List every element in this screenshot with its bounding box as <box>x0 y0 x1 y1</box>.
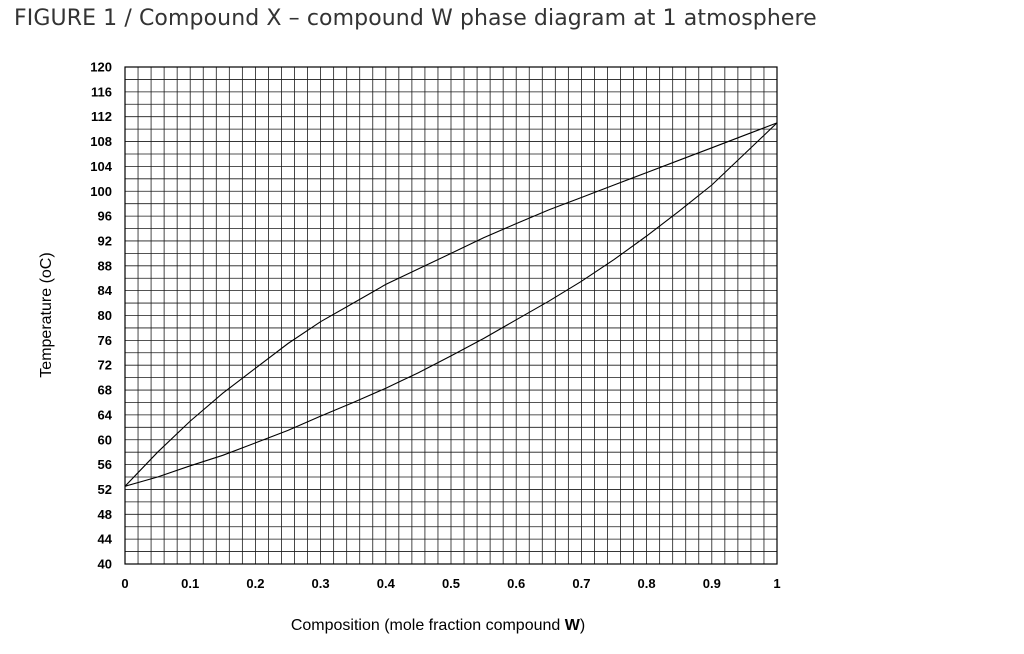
y-tick-label: 96 <box>98 209 112 224</box>
y-tick-label: 80 <box>98 308 112 323</box>
y-tick-label: 104 <box>90 159 112 174</box>
grid <box>124 66 778 565</box>
y-tick-label: 44 <box>98 532 113 547</box>
y-tick-label: 60 <box>98 432 112 447</box>
x-tick-label: 0.5 <box>442 576 460 591</box>
y-tick-label: 84 <box>98 283 113 298</box>
figure-title: FIGURE 1 / Compound X – compound W phase… <box>14 6 817 31</box>
y-tick-label: 116 <box>91 84 112 99</box>
series-lines <box>124 122 778 487</box>
series-line-1 <box>124 122 778 487</box>
y-tick-label: 88 <box>98 258 112 273</box>
plot-frame <box>124 66 778 565</box>
x-tick-label: 1 <box>773 576 780 591</box>
y-tick-label: 72 <box>98 358 112 373</box>
y-tick-label: 100 <box>90 184 112 199</box>
y-tick-label: 76 <box>98 333 112 348</box>
y-tick-label: 120 <box>90 60 112 75</box>
x-tick-label: 0.1 <box>181 576 199 591</box>
y-tick-label: 68 <box>98 383 112 398</box>
y-tick-label: 48 <box>98 507 112 522</box>
x-tick-labels: 0 0.1 0.2 0.3 0.4 0.5 0.6 0.7 0.8 0.9 1 <box>121 576 780 591</box>
y-tick-label: 64 <box>98 407 113 422</box>
y-tick-label: 108 <box>90 134 112 149</box>
x-tick-label: 0.6 <box>507 576 525 591</box>
y-tick-label: 112 <box>91 109 112 124</box>
y-axis-label: Temperature (oC) <box>38 252 55 377</box>
y-tick-label: 56 <box>98 457 112 472</box>
y-tick-label: 52 <box>98 482 112 497</box>
x-tick-label: 0.3 <box>312 576 330 591</box>
x-tick-label: 0.9 <box>703 576 721 591</box>
y-tick-label: 92 <box>98 233 112 248</box>
y-tick-label: 40 <box>98 557 112 572</box>
x-tick-label: 0 <box>121 576 128 591</box>
x-tick-label: 0.7 <box>572 576 590 591</box>
x-tick-label: 0.4 <box>377 576 396 591</box>
x-tick-label: 0.2 <box>246 576 264 591</box>
y-tick-labels: 40 44 48 52 56 60 64 68 72 76 80 84 88 92 96 100 104 108 1… <box>90 60 112 572</box>
x-axis-label: Composition (mole fraction compound W) <box>291 617 585 634</box>
x-tick-label: 0.8 <box>638 576 656 591</box>
series-line-2 <box>124 122 778 487</box>
